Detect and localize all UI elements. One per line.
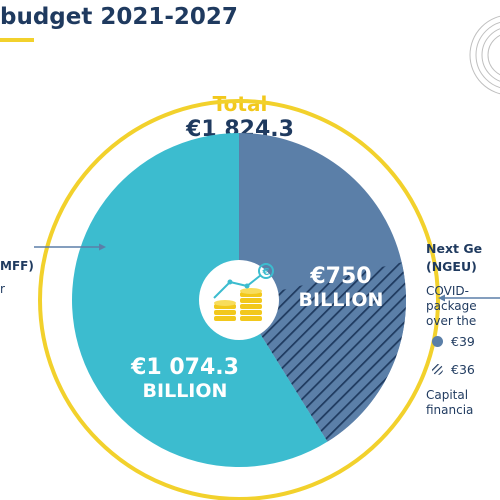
legend-swatch-solid xyxy=(432,336,443,347)
ngeu-title-line2: (NGEU) xyxy=(426,259,477,274)
mff-desc-text: r xyxy=(0,282,5,296)
ngeu-footer: Capital financia xyxy=(426,388,473,418)
right-pointer-arrow xyxy=(438,294,445,302)
ngeu-slice-label: €750 BILLION xyxy=(296,264,386,311)
ngeu-hatched-portion xyxy=(239,262,406,442)
total-label: Total xyxy=(212,92,268,116)
ngeu-desc-line3: over the xyxy=(426,314,477,328)
ngeu-unit: BILLION xyxy=(298,288,384,311)
ngeu-footer-line1: Capital xyxy=(426,388,469,402)
left-pointer-arrow xyxy=(99,243,106,251)
title-underline xyxy=(0,38,34,42)
legend-swatch-hatched xyxy=(432,364,443,375)
mff-unit: BILLION xyxy=(142,379,228,402)
total-ring xyxy=(38,99,440,500)
legend-text-hatched: €36 xyxy=(451,362,475,377)
svg-text:€: € xyxy=(262,267,270,278)
ngeu-footer-line2: financia xyxy=(426,403,474,417)
legend-item-solid: €39 xyxy=(432,334,475,349)
globe-icon xyxy=(469,15,500,95)
ngeu-title-line1: Next Ge xyxy=(426,241,483,256)
legend-text-solid: €39 xyxy=(451,334,475,349)
mff-slice-label: €1 074.3 BILLION xyxy=(120,355,250,402)
ngeu-note: Next Ge (NGEU) COVID- package over the xyxy=(426,240,500,329)
page-title: budget 2021-2027 xyxy=(0,4,238,30)
ngeu-desc-line1: COVID- xyxy=(426,284,469,298)
mff-name-text: MFF) xyxy=(0,259,34,273)
ngeu-amount: €750 xyxy=(310,264,372,289)
ngeu-desc-line2: package xyxy=(426,299,477,313)
mff-amount: €1 074.3 xyxy=(131,355,239,380)
coins-growth-icon: € xyxy=(199,260,279,340)
ngeu-desc: COVID- package over the xyxy=(426,284,500,329)
legend-item-hatched: €36 xyxy=(432,362,475,377)
